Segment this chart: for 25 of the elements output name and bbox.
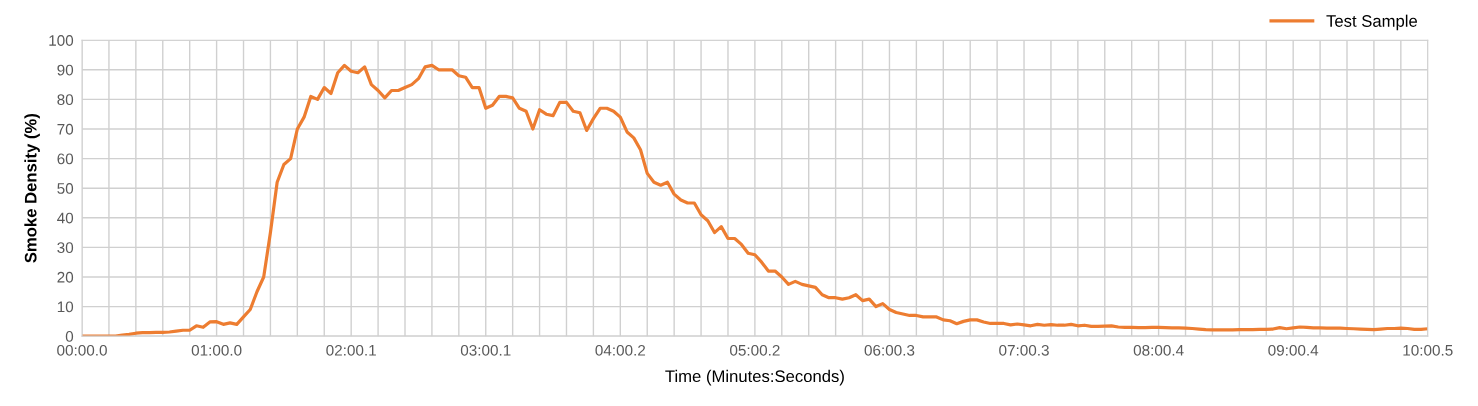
y-tick-label: 40 [57, 212, 74, 224]
legend-label: Test Sample [1326, 14, 1418, 31]
y-tick-label: 0 [65, 331, 74, 342]
x-tick-label: 08:00.4 [1133, 344, 1184, 356]
x-tick-label: 00:00.0 [57, 344, 107, 356]
y-tick-label: 90 [57, 64, 74, 76]
x-tick-label: 09:00.4 [1268, 344, 1319, 356]
y-tick-label: 60 [57, 153, 74, 165]
x-tick-label: 10:00.5 [1403, 344, 1453, 356]
x-tick-label: 07:00.3 [999, 344, 1049, 356]
y-tick-label: 30 [57, 242, 74, 254]
x-tick-label: 01:00.0 [191, 344, 242, 356]
y-axis-title: Smoke Density (%) [24, 113, 40, 263]
y-tick-label: 80 [57, 94, 74, 106]
y-tick-label: 70 [57, 123, 74, 135]
x-tick-label: 04:00.2 [595, 344, 646, 356]
x-axis-title: Time (Minutes:Seconds) [665, 369, 844, 386]
y-tick-label: 50 [57, 183, 74, 194]
x-tick-label: 02:00.1 [326, 344, 376, 356]
x-tick-label: 05:00.2 [730, 344, 780, 356]
x-tick-label: 03:00.1 [460, 344, 511, 356]
y-tick-label: 10 [57, 301, 74, 313]
y-tick-label: 100 [49, 35, 74, 46]
y-tick-label: 20 [57, 271, 74, 283]
x-tick-label: 06:00.3 [864, 344, 915, 356]
